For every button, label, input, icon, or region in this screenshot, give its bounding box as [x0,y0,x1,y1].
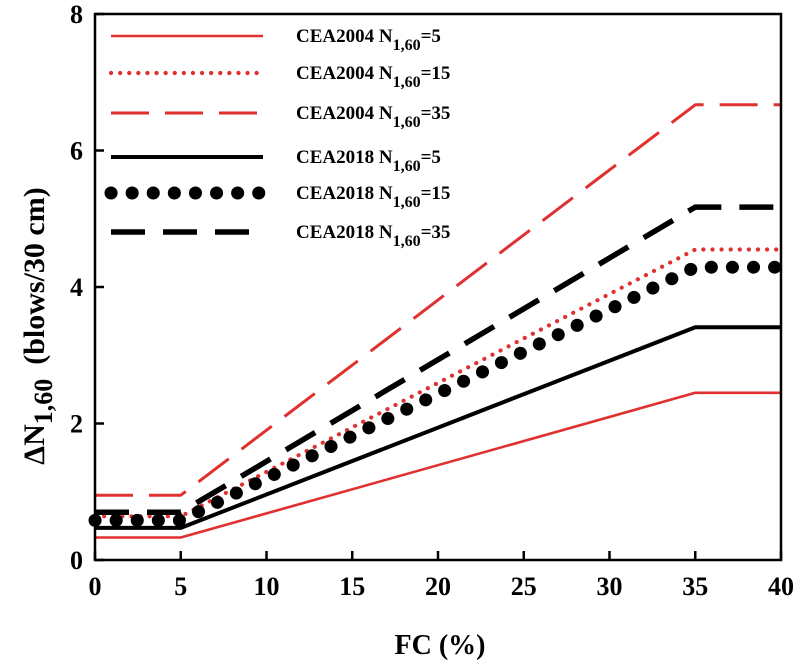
legend-label-prefix: CEA2004 N [296,26,393,47]
plot-frame [93,12,783,562]
y-tick-label: 6 [70,137,83,166]
y-tick-label: 2 [70,410,83,439]
legend-label-suffix: =5 [421,147,441,168]
legend-label-suffix: =15 [421,183,451,204]
legend-label: CEA2004 N1,60=35 [296,103,450,131]
legend-label-prefix: CEA2004 N [296,103,393,124]
legend-label-suffix: =35 [421,222,451,243]
y-tick-label: 0 [70,546,83,575]
series-line [95,391,781,539]
y-axis-title-suffix: (blows/30 cm) [18,187,51,364]
y-tick-label: 8 [70,0,83,29]
x-tick-label: 40 [768,572,794,601]
axis-ticks: 0 5 10 15 20 25 30 35 40 0 2 4 6 8 [70,0,794,601]
x-tick-label: 0 [89,572,102,601]
x-tick-label: 20 [425,572,451,601]
x-tick-label: 10 [254,572,280,601]
x-tick-label: 35 [682,572,708,601]
y-axis-title-subscript: 1,60 [29,379,58,425]
series-layer [88,103,788,539]
x-tick-label: 25 [511,572,537,601]
legend-label-prefix: CEA2018 N [296,147,393,168]
legend-label-prefix: CEA2018 N [296,222,393,243]
x-tick-label: 15 [339,572,365,601]
legend-label: CEA2018 N1,60=5 [296,147,441,175]
legend-label-prefix: CEA2018 N [296,183,393,204]
legend-label-suffix: =35 [421,103,451,124]
legend-label: CEA2018 N1,60=15 [296,183,450,211]
y-tick-label: 4 [70,273,83,302]
legend-label-prefix: CEA2004 N [296,63,393,84]
legend-label-suffix: =5 [421,26,441,47]
x-axis-title: FC (%) [395,630,486,661]
y-axis-title: ΔN1,60 (blows/30 cm) [18,187,58,464]
x-tick-label: 5 [174,572,187,601]
series-line [95,325,781,530]
x-tick-label: 30 [597,572,623,601]
legend-label-subscript: 1,60 [393,158,421,175]
legend-label-subscript: 1,60 [393,37,421,54]
legend-label-suffix: =15 [421,63,451,84]
legend-label-subscript: 1,60 [393,74,421,91]
series-line [95,103,781,497]
legend-label-subscript: 1,60 [393,114,421,131]
legend-label: CEA2004 N1,60=5 [296,26,441,54]
series-line [95,204,781,515]
y-axis-title-prefix: ΔN [18,424,51,465]
series-line [88,260,788,527]
legend-label-subscript: 1,60 [393,194,421,211]
legend-label-subscript: 1,60 [393,233,421,250]
legend-label: CEA2018 N1,60=35 [296,222,450,250]
series-line [92,247,784,519]
legend-label: CEA2004 N1,60=15 [296,63,450,91]
